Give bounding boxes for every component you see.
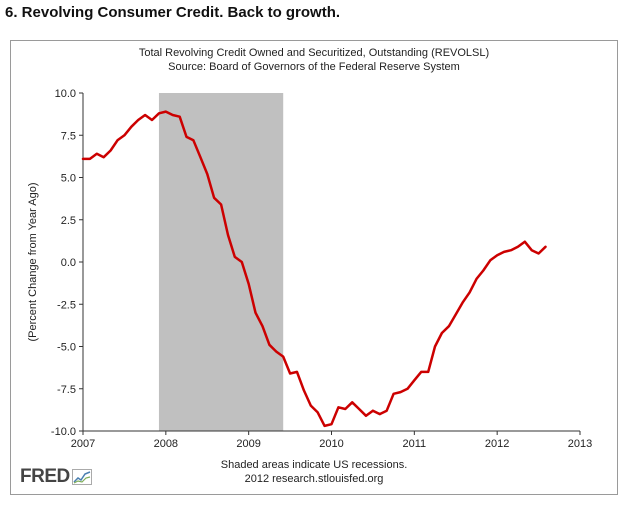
x-tick-label: 2008: [154, 438, 178, 450]
data-point: [324, 425, 326, 427]
x-tick-label: 2012: [485, 438, 509, 450]
data-point: [241, 261, 243, 263]
data-point: [220, 203, 222, 206]
data-point: [517, 246, 519, 248]
data-point: [434, 345, 436, 348]
x-tick-label: 2010: [319, 438, 343, 450]
fred-logo-icon: [71, 469, 92, 485]
data-point: [103, 156, 105, 158]
data-point: [379, 413, 381, 415]
chart-subtitle: Source: Board of Governors of the Federa…: [168, 61, 460, 73]
y-tick-label: -10.0: [51, 426, 76, 438]
data-point: [234, 256, 236, 258]
data-point: [455, 313, 457, 315]
data-point: [441, 332, 443, 334]
y-tick-label: 2.5: [61, 215, 76, 227]
chart-title: Total Revolving Credit Owned and Securit…: [138, 47, 490, 59]
y-tick-label: 7.5: [61, 130, 76, 142]
data-point: [137, 119, 139, 121]
x-tick-label: 2013: [568, 438, 592, 450]
source-note: 2012 research.stlouisfed.org: [244, 473, 384, 485]
x-tick-label: 2007: [71, 438, 95, 450]
data-point: [524, 241, 526, 243]
data-point: [96, 153, 98, 155]
data-point: [503, 251, 505, 253]
recession-shading: [158, 93, 284, 431]
y-tick-label: -2.5: [57, 299, 76, 311]
data-point: [372, 410, 374, 412]
data-point: [254, 312, 257, 314]
data-point: [303, 389, 305, 391]
data-point: [538, 252, 540, 255]
data-point: [89, 158, 91, 160]
data-point: [123, 134, 125, 136]
y-tick-label: 10.0: [55, 88, 76, 100]
data-point: [296, 371, 298, 373]
data-point: [469, 291, 471, 293]
data-point: [544, 246, 547, 248]
data-point: [261, 325, 264, 327]
data-point: [462, 302, 464, 304]
data-point: [344, 408, 346, 410]
data-point: [351, 401, 353, 403]
data-point: [420, 371, 422, 373]
data-point: [144, 114, 146, 116]
chart-frame: [10, 40, 618, 495]
data-point: [386, 410, 388, 412]
data-point: [179, 116, 181, 118]
data-point: [192, 139, 194, 141]
y-tick-label: 0.0: [61, 257, 76, 269]
data-point: [151, 119, 153, 121]
data-point: [406, 388, 409, 390]
fred-logo-text: FRED: [20, 466, 70, 487]
data-point: [482, 269, 484, 272]
data-point: [82, 158, 84, 160]
fred-logo: FRED: [20, 466, 92, 488]
data-point: [427, 371, 429, 373]
data-point: [399, 391, 402, 393]
data-point: [268, 344, 270, 346]
data-point: [199, 156, 201, 158]
data-point: [489, 259, 491, 261]
data-point: [275, 351, 277, 353]
series-line-0: [81, 110, 547, 428]
data-point: [496, 254, 498, 256]
data-point: [206, 173, 208, 175]
data-point: [165, 111, 167, 113]
data-point: [116, 139, 119, 141]
data-point: [185, 136, 188, 138]
page-headline: 6. Revolving Consumer Credit. Back to gr…: [5, 4, 341, 21]
data-point: [289, 372, 291, 375]
data-point: [365, 415, 367, 417]
data-point: [337, 406, 339, 408]
data-point: [531, 249, 533, 251]
data-point: [448, 325, 450, 327]
x-tick-label: 2011: [403, 438, 427, 450]
data-point: [248, 283, 250, 285]
y-tick-label: -5.0: [57, 342, 76, 354]
data-point: [358, 408, 360, 410]
data-point: [310, 405, 312, 407]
data-point: [393, 393, 395, 395]
data-point: [158, 112, 160, 114]
data-point: [475, 278, 478, 280]
data-point: [413, 379, 415, 381]
recession-note: Shaded areas indicate US recessions.: [220, 459, 408, 471]
data-point: [282, 356, 284, 358]
data-point: [510, 249, 512, 251]
y-tick-label: 5.0: [61, 173, 76, 185]
data-point: [130, 126, 132, 128]
y-axis-label: (Percent Change from Year Ago): [27, 183, 39, 342]
x-tick-label: 2009: [236, 438, 260, 450]
data-point: [110, 149, 112, 152]
y-tick-label: -7.5: [57, 384, 76, 396]
data-point: [317, 411, 319, 413]
data-point: [172, 114, 174, 116]
data-point: [330, 423, 333, 425]
data-point: [213, 197, 215, 199]
data-point: [227, 234, 229, 236]
